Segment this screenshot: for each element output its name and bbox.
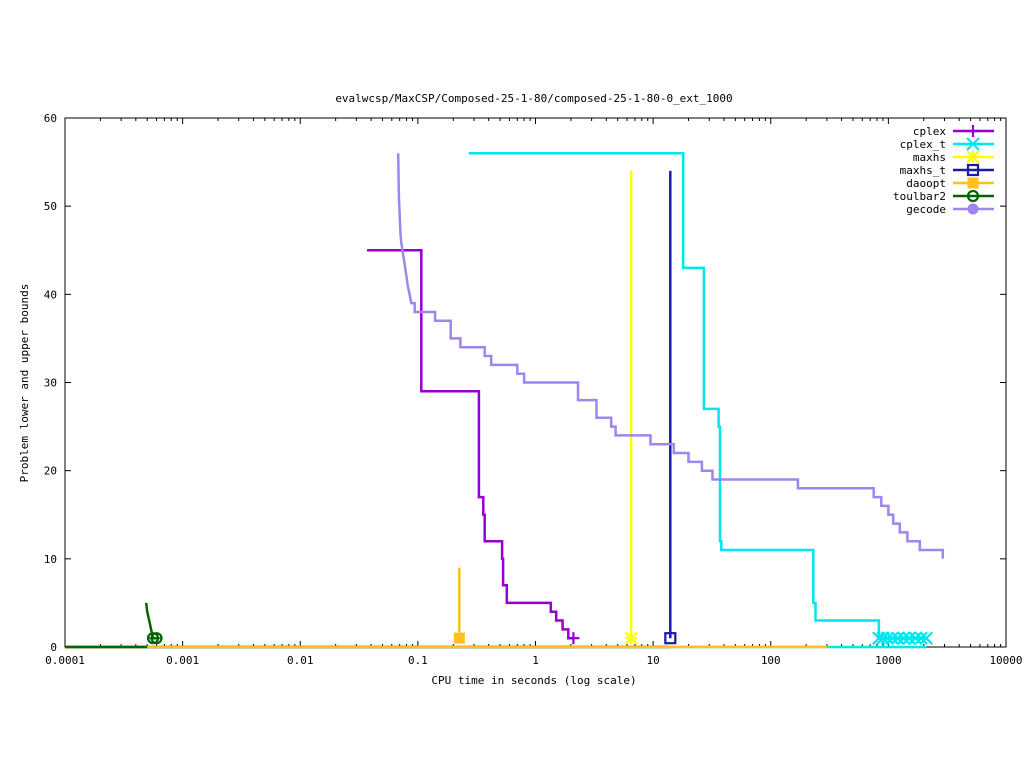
- legend-entry-maxhs: maxhs: [913, 150, 994, 164]
- x-tick-label: 0.1: [408, 654, 428, 667]
- legend-label: maxhs_t: [900, 164, 946, 177]
- series-maxhs_t: [65, 170, 677, 649]
- series-cplex_t: [65, 152, 934, 649]
- point-cplex_t: [890, 631, 905, 645]
- legend-marker: [966, 189, 980, 203]
- legend-marker: [966, 150, 980, 164]
- point-cplex: [567, 632, 580, 645]
- point-cplex_t: [896, 631, 911, 645]
- point-cplex_t: [908, 631, 923, 645]
- y-tick-label: 40: [44, 288, 57, 301]
- legend-label: toulbar2: [893, 190, 946, 203]
- series-daoopt: [65, 567, 827, 649]
- legend: cplexcplex_tmaxhsmaxhs_tdaoopttoulbar2ge…: [893, 125, 994, 216]
- y-tick-label: 50: [44, 200, 57, 213]
- x-tick-label: 0.0001: [45, 654, 85, 667]
- legend-entry-maxhs_t: maxhs_t: [900, 163, 994, 177]
- upper-bound-line-cplex: [367, 249, 574, 640]
- legend-marker: [967, 125, 979, 137]
- point-daoopt: [453, 632, 465, 644]
- legend-label: daoopt: [906, 177, 946, 190]
- y-tick-label: 60: [44, 112, 57, 125]
- series-cplex: [65, 249, 580, 649]
- plot-area: [65, 152, 945, 649]
- legend-entry-gecode: gecode: [906, 203, 994, 216]
- legend-label: cplex_t: [900, 138, 946, 151]
- legend-label: cplex: [913, 125, 946, 138]
- series-toulbar2: [65, 602, 163, 649]
- legend-entry-cplex_t: cplex_t: [900, 137, 994, 151]
- legend-marker: [967, 203, 979, 215]
- upper-bound-line-cplex_t: [468, 152, 927, 640]
- x-tick-label: 100: [761, 654, 781, 667]
- legend-label: maxhs: [913, 151, 946, 164]
- x-tick-label: 0.001: [166, 654, 199, 667]
- x-tick-label: 1000: [875, 654, 902, 667]
- series-gecode: [396, 153, 945, 559]
- point-cplex_t: [885, 631, 900, 645]
- point-cplex_t: [902, 631, 916, 645]
- legend-entry-daoopt: daoopt: [906, 177, 994, 190]
- legend-marker: [967, 177, 979, 189]
- x-tick-label: 10000: [989, 654, 1022, 667]
- y-tick-label: 20: [44, 465, 57, 478]
- point-maxhs: [624, 631, 638, 645]
- x-axis-label: CPU time in seconds (log scale): [431, 674, 636, 687]
- x-tick-label: 1: [532, 654, 539, 667]
- series-maxhs: [65, 170, 638, 649]
- upper-bound-line-gecode: [396, 153, 945, 559]
- point-cplex_t: [880, 631, 895, 645]
- axis-ticks: 0.0001 0.001 0.01 0.1 1 10 100 1000 10000 0 10 20 30…: [44, 112, 1023, 667]
- legend-marker: [966, 137, 980, 151]
- y-tick-label: 30: [44, 377, 57, 390]
- legend-label: gecode: [906, 203, 946, 216]
- y-tick-label: 10: [44, 553, 57, 566]
- x-tick-label: 0.01: [287, 654, 314, 667]
- legend-entry-cplex: cplex: [913, 125, 994, 138]
- y-axis-label: Problem lower and upper bounds: [18, 284, 31, 483]
- legend-marker: [966, 163, 980, 177]
- y-tick-label: 0: [50, 641, 57, 654]
- chart-title: evalwcsp/MaxCSP/Composed-25-1-80/compose…: [335, 92, 732, 105]
- point-cplex_t: [914, 631, 928, 645]
- legend-entry-toulbar2: toulbar2: [893, 189, 994, 203]
- point-toulbar2: [150, 632, 163, 645]
- point-cplex_t: [919, 631, 934, 645]
- x-tick-label: 10: [647, 654, 660, 667]
- point-maxhs_t: [664, 632, 677, 645]
